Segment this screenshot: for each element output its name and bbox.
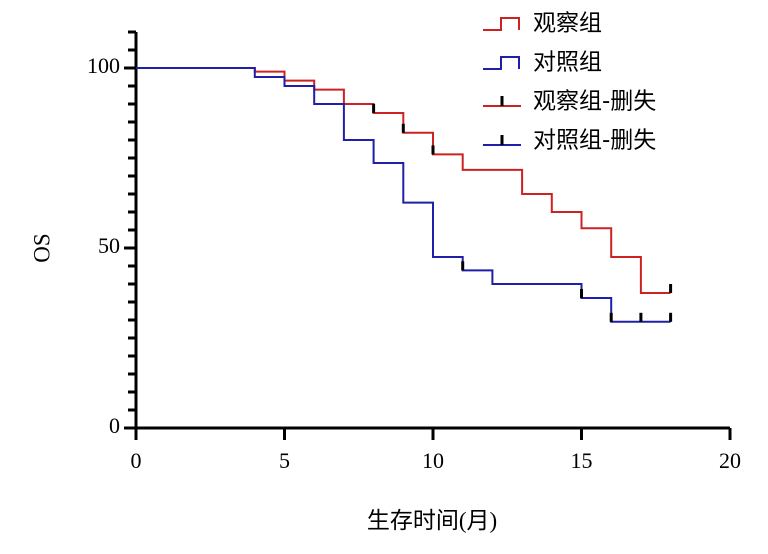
y-tick-label: 50: [98, 233, 120, 258]
legend-label: 对照组-删失: [533, 128, 656, 154]
series-line-1: [136, 67, 671, 294]
legend-label: 对照组: [533, 50, 602, 76]
x-tick-label: 10: [422, 448, 444, 473]
legend-swatch: [483, 56, 520, 70]
x-tick-label: 20: [719, 448, 741, 473]
legend-item-3: 观察组-删失: [483, 89, 656, 115]
x-axis-title: 生存时间(月): [367, 508, 497, 533]
x-tick-label: 5: [279, 448, 290, 473]
legend-item-2: 对照组: [483, 50, 602, 76]
legend-item-1: 观察组: [483, 11, 602, 37]
y-tick-label: 0: [109, 413, 120, 438]
series-line-2: [136, 67, 671, 323]
legend-label: 观察组-删失: [533, 89, 656, 115]
y-axis-title: OS: [29, 233, 54, 262]
legend-swatch: [483, 17, 520, 31]
series-layer: [136, 67, 673, 323]
x-tick-label: 15: [571, 448, 593, 473]
x-tick-label: 0: [131, 448, 142, 473]
legend-label: 观察组: [533, 11, 602, 37]
legend-item-4: 对照组-删失: [483, 128, 656, 154]
y-tick-label: 100: [87, 53, 120, 78]
axes: 0 50 100 0 5 10 15 20: [87, 30, 741, 473]
